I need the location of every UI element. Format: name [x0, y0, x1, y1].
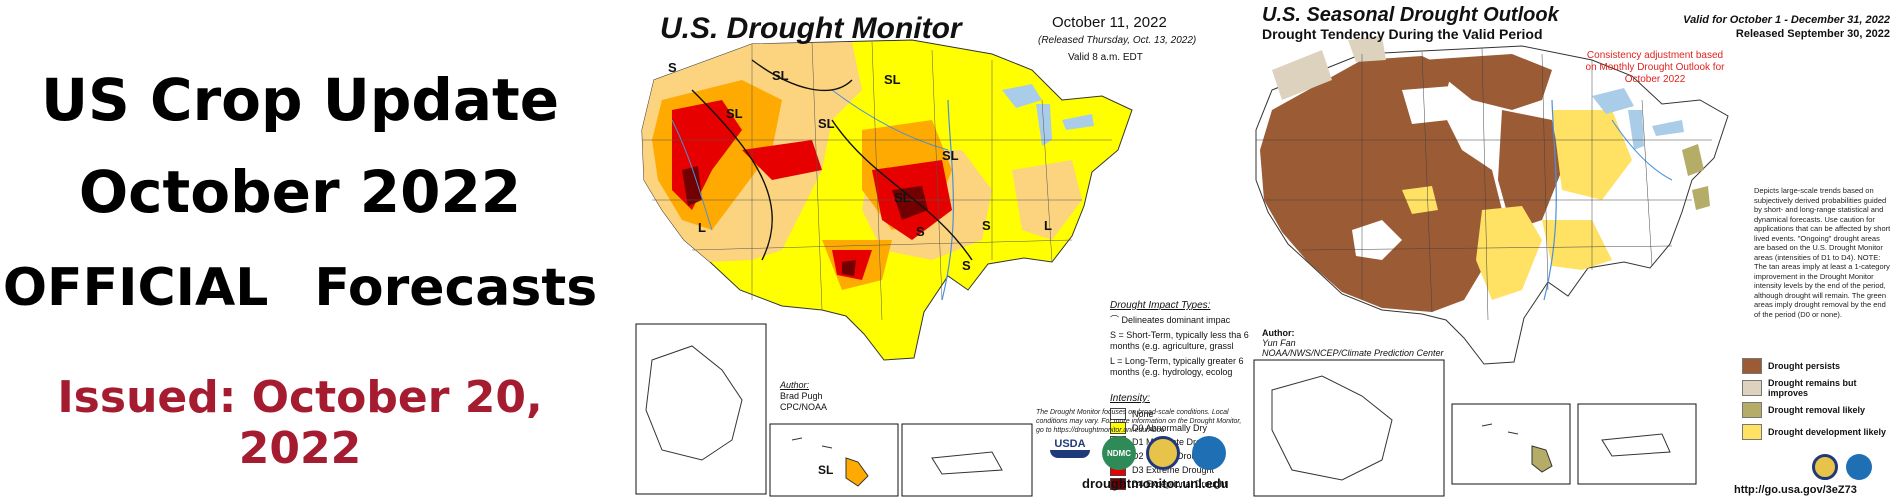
intensity-legend-label: D3 Extreme Drought	[1132, 465, 1215, 475]
outlook-legend: Drought persists Drought remains but impr…	[1742, 355, 1898, 443]
outlook-author: Author: Yun Fan NOAA/NWS/NCEP/Climate Pr…	[1262, 328, 1444, 358]
intensity-legend-swatch	[1110, 422, 1126, 434]
noaa-logo-icon	[1192, 436, 1226, 470]
outlook-description: Depicts large-scale trends based on subj…	[1754, 186, 1891, 319]
svg-text:S: S	[962, 258, 971, 273]
alaska-outline	[1271, 375, 1393, 481]
intensity-legend-row: None	[1110, 407, 1250, 421]
usda-logo: USDA	[1050, 438, 1090, 458]
drought-monitor-valid: Valid 8 a.m. EDT	[1068, 52, 1143, 63]
outlook-legend-row: Drought remains but improves	[1742, 377, 1898, 399]
impact-long-term: L = Long-Term, typically greater 6 month…	[1110, 356, 1244, 377]
author-label: Author:	[780, 380, 810, 390]
drought-outlook-panel: U.S. Seasonal Drought Outlook Drought Te…	[1252, 0, 1900, 500]
title-line-1: US Crop Update	[40, 66, 560, 134]
outlook-url: http://go.usa.gov/3eZ73	[1734, 484, 1857, 496]
drought-monitor-panel: S SL SL SL SL SL L SL L S S S SL U.S. Drought Mo…	[632, 0, 1252, 500]
outlook-legend-label: Drought removal likely	[1768, 405, 1866, 415]
drought-outlook-map	[1253, 36, 1729, 497]
svg-text:SL: SL	[818, 116, 835, 131]
puerto-rico-outline	[931, 451, 1003, 475]
intensity-legend-row: D0 Abnormally Dry	[1110, 421, 1250, 435]
outlook-legend-swatch	[1742, 402, 1762, 418]
hawaii-outline	[791, 437, 869, 487]
intensity-legend-label: D4 Exceptional Drought	[1132, 479, 1228, 489]
author-name: Brad Pugh	[780, 391, 823, 401]
impact-line-label: Delineates dominant impac	[1121, 315, 1231, 325]
outlook-author-label: Author:	[1262, 328, 1295, 338]
intensity-legend-label: None	[1132, 409, 1154, 419]
svg-text:L: L	[698, 220, 706, 235]
author-org: CPC/NOAA	[780, 402, 828, 412]
svg-text:SL: SL	[818, 463, 833, 477]
outlook-consistency-note: Consistency adjustment based on Monthly …	[1585, 50, 1725, 85]
outlook-legend-rows: Drought persists Drought remains but impr…	[1742, 355, 1898, 443]
outlook-legend-row: Drought persists	[1742, 355, 1898, 377]
impact-heading: Drought Impact Types:	[1110, 300, 1211, 311]
svg-text:S: S	[916, 224, 925, 239]
svg-text:SL: SL	[894, 190, 911, 205]
drought-monitor-map: S SL SL SL SL SL L SL L S S S SL	[635, 39, 1133, 497]
outlook-author-name: Yun Fan	[1262, 338, 1296, 348]
outlook-legend-swatch	[1742, 424, 1762, 440]
drought-monitor-url: droughtmonitor.unl.edu	[1082, 476, 1229, 491]
intensity-heading: Intensity:	[1110, 393, 1151, 404]
alaska-outline	[645, 345, 743, 461]
impact-short-term: S = Short-Term, typically less tha 6 mon…	[1110, 330, 1249, 351]
intensity-legend-row: D3 Extreme Drought	[1110, 463, 1250, 477]
outlook-title: U.S. Seasonal Drought Outlook	[1262, 4, 1559, 26]
impact-line-row: ⌒ Delineates dominant impac	[1110, 315, 1250, 326]
outlook-valid: Valid for October 1 - December 31, 2022	[1683, 14, 1890, 26]
intensity-legend-swatch	[1110, 408, 1126, 420]
issued-date: Issued: October 20, 2022	[57, 372, 543, 474]
title-line-3: OFFICIAL Forecasts	[2, 258, 598, 318]
svg-text:SL: SL	[884, 72, 901, 87]
drought-monitor-title: U.S. Drought Monitor	[660, 12, 962, 45]
ndmc-logo-text: NDMC	[1107, 448, 1131, 458]
outlook-legend-swatch	[1742, 380, 1762, 396]
outlook-author-org: NOAA/NWS/NCEP/Climate Prediction Center	[1262, 348, 1444, 358]
outlook-legend-swatch	[1742, 358, 1762, 374]
svg-text:SL: SL	[726, 106, 743, 121]
outlook-legend-row: Drought development likely	[1742, 421, 1898, 443]
hawaii-outline	[1481, 423, 1553, 473]
outlook-released: Released September 30, 2022	[1735, 28, 1890, 40]
puerto-rico-outline	[1601, 433, 1671, 457]
outlook-legend-label: Drought development likely	[1768, 427, 1887, 437]
usda-logo-text: USDA	[1054, 438, 1086, 450]
doc-seal-icon	[1812, 454, 1838, 480]
outlook-legend-label: Drought remains but improves	[1768, 378, 1857, 398]
outlook-subtitle: Drought Tendency During the Valid Period	[1262, 26, 1543, 42]
svg-text:SL: SL	[772, 68, 789, 83]
intensity-legend-label: D0 Abnormally Dry	[1132, 423, 1208, 433]
drought-monitor-released: (Released Thursday, Oct. 13, 2022)	[1038, 35, 1197, 46]
drought-monitor-note: The Drought Monitor focuses on broad-sca…	[1036, 409, 1242, 434]
usda-logo-bar	[1050, 450, 1090, 458]
outlook-legend-label: Drought persists	[1768, 361, 1841, 371]
impact-line-icon: ⌒	[1110, 315, 1122, 325]
title-line-2: October 2022	[78, 158, 522, 226]
svg-text:S: S	[668, 60, 677, 75]
svg-text:SL: SL	[942, 148, 959, 163]
drought-monitor-date: October 11, 2022	[1052, 14, 1167, 31]
ndmc-logo: NDMC	[1102, 436, 1136, 470]
impact-legend: Drought Impact Types: ⌒ Delineates domin…	[1110, 300, 1250, 382]
doc-seal-icon	[1146, 436, 1180, 470]
intensity-legend-swatch	[1110, 478, 1126, 490]
svg-text:S: S	[982, 218, 991, 233]
outlook-legend-row: Drought removal likely	[1742, 399, 1898, 421]
svg-text:L: L	[1044, 218, 1052, 233]
intensity-legend-row: D4 Exceptional Drought	[1110, 477, 1250, 491]
drought-monitor-author: Author: Brad Pugh CPC/NOAA	[780, 380, 827, 413]
title-panel: US Crop Update October 2022 OFFICIAL For…	[0, 0, 620, 500]
noaa-logo-icon	[1846, 454, 1872, 480]
